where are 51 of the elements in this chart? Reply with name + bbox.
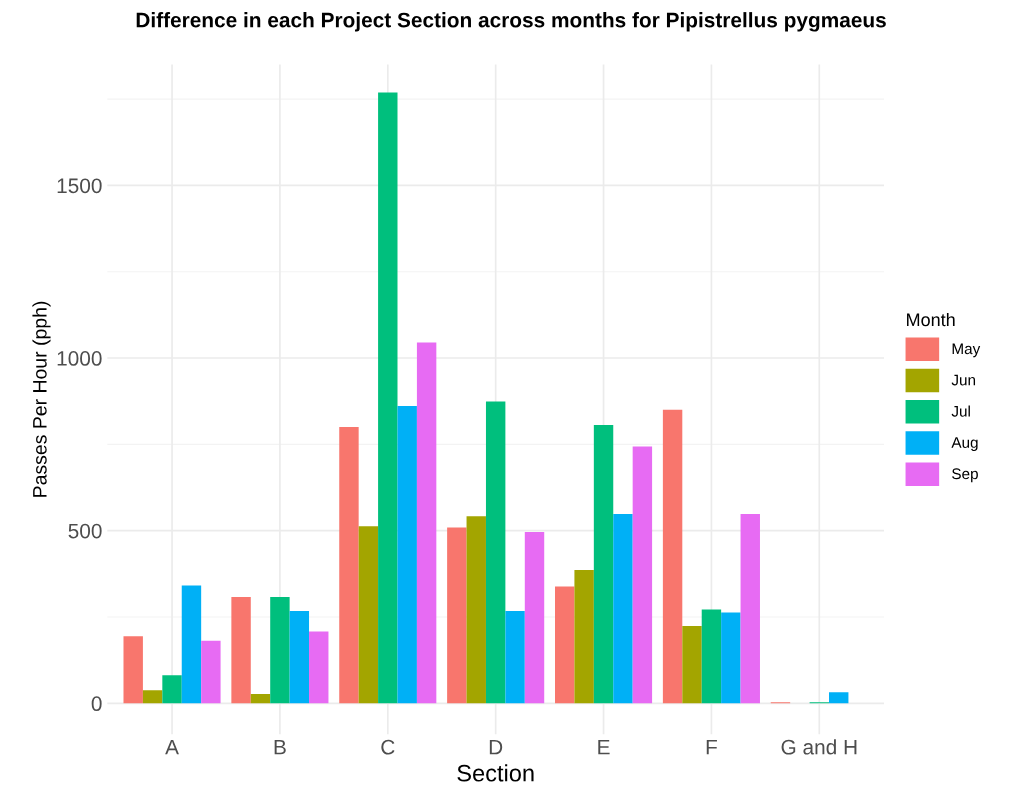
bar	[740, 514, 760, 704]
y-tick-label: 1500	[57, 178, 102, 194]
bar	[632, 446, 653, 704]
bar	[662, 409, 683, 704]
bar	[466, 516, 486, 704]
bar	[829, 692, 849, 704]
bar	[309, 631, 329, 704]
bar	[593, 425, 614, 704]
bar	[701, 609, 722, 704]
bar	[142, 690, 163, 704]
y-axis-title: Passes Per Hour (pph)	[32, 301, 51, 497]
x-tick-label: B	[274, 740, 286, 755]
bar	[505, 611, 525, 704]
y-tick-label: 500	[68, 523, 102, 539]
x-tick-label: F	[706, 740, 717, 755]
bar	[181, 585, 202, 704]
legend-label: Jul	[951, 405, 970, 417]
legend-title: Month	[907, 312, 955, 327]
x-axis-title: Section	[457, 764, 534, 782]
bar	[270, 596, 290, 704]
bar	[447, 527, 467, 704]
bar	[289, 611, 310, 704]
bar	[231, 596, 251, 704]
bar	[123, 636, 143, 704]
bar	[358, 526, 379, 704]
bar	[397, 406, 417, 704]
bar	[524, 532, 545, 704]
legend-label: May	[952, 343, 981, 358]
legend-label: Sep	[952, 468, 978, 483]
y-tick-label: 0	[91, 696, 102, 712]
x-tick-label: A	[165, 740, 179, 755]
bar	[250, 693, 271, 704]
bar	[682, 625, 702, 704]
legend-label: Aug	[951, 437, 978, 451]
chart-title: Difference in each Project Section across months for Pipistrellus pygmaeus	[136, 12, 886, 32]
x-tick-label: D	[489, 740, 503, 755]
bar	[574, 570, 594, 704]
bar	[339, 427, 359, 704]
bar	[162, 675, 182, 704]
legend-label: Jun	[951, 374, 976, 386]
bar	[555, 586, 575, 704]
x-tick-label: E	[598, 740, 610, 755]
bar	[485, 401, 506, 704]
y-tick-label: 1000	[57, 351, 102, 366]
x-tick-label: C	[381, 739, 395, 755]
x-tick-label: G and H	[781, 739, 857, 755]
bar	[201, 640, 221, 704]
bar	[721, 612, 741, 704]
bar	[613, 514, 633, 704]
bar	[378, 92, 398, 704]
bar	[416, 342, 437, 704]
